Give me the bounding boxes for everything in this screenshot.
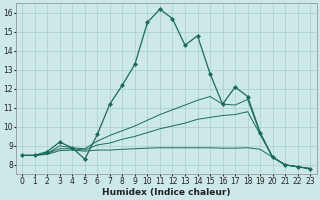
X-axis label: Humidex (Indice chaleur): Humidex (Indice chaleur) xyxy=(102,188,230,197)
